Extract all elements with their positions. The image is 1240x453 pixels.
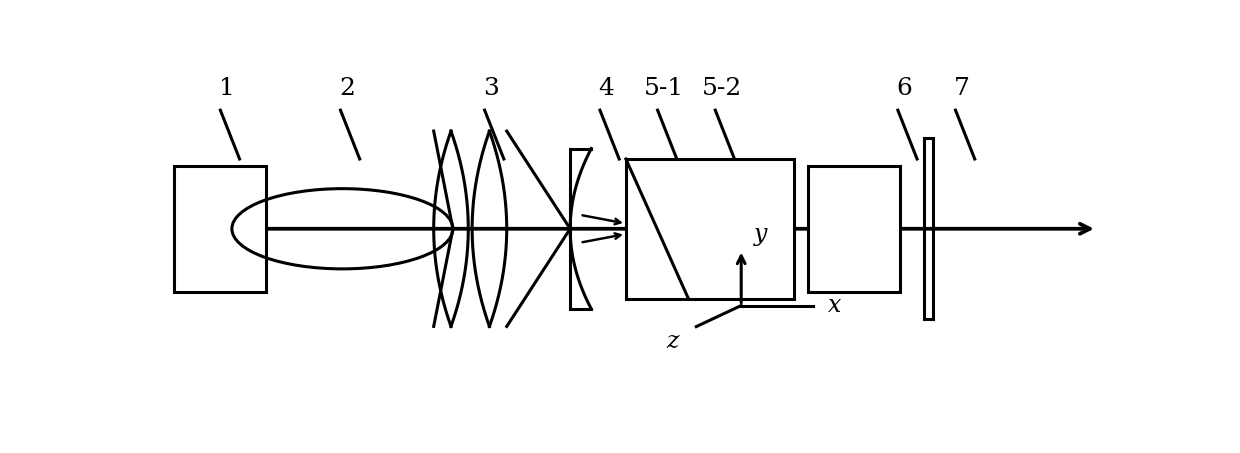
Text: 5-1: 5-1 <box>645 77 684 100</box>
Text: x: x <box>828 294 841 317</box>
Text: 5-2: 5-2 <box>702 77 742 100</box>
Bar <box>174 166 265 292</box>
Bar <box>808 166 900 292</box>
Bar <box>626 159 794 299</box>
Text: 2: 2 <box>340 77 355 100</box>
Text: 4: 4 <box>599 77 615 100</box>
Text: 1: 1 <box>219 77 234 100</box>
Text: 6: 6 <box>897 77 913 100</box>
Text: 3: 3 <box>484 77 500 100</box>
Text: z: z <box>666 330 678 353</box>
Text: y: y <box>754 223 768 246</box>
Text: 7: 7 <box>955 77 970 100</box>
